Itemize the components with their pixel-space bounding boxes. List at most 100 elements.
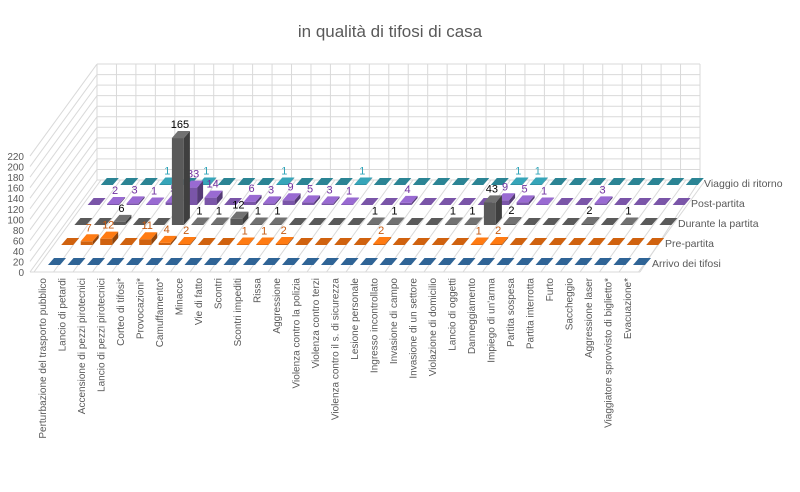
bar [600,218,619,225]
y-tick-label: 140 [7,194,24,205]
bar-top [48,258,66,265]
bar [646,238,665,245]
bar-side [203,217,210,225]
x-axis: Perturbazione del trasporto pubblico Lanc… [38,277,634,438]
bar-top [126,196,145,204]
bar-top [334,178,353,185]
series-viaggio-di-ritorno: 1 1 1 1 1 1 [100,165,704,185]
bar [308,218,327,225]
data-label: 1 [164,165,170,177]
y-tick-label: 60 [13,236,25,247]
bar: 2 [275,225,294,245]
bar [496,258,515,265]
floor-line [521,179,589,273]
bar-top [308,218,327,225]
bar-front [399,202,412,205]
bar [672,198,691,205]
bar-top [451,178,470,185]
bar-front [158,242,171,245]
bar: 2 [503,205,522,225]
bar [535,258,554,265]
bar-top [418,258,437,265]
bar [321,258,339,265]
bar-top [107,196,126,204]
bar [217,238,236,245]
data-label: 3 [327,184,333,196]
bar: 1 [536,185,555,205]
bar-top [132,218,151,225]
bar-side [216,190,223,205]
bar-front [529,184,542,185]
x-tick-label: Invasione di un settore [409,278,420,379]
bar: 1 [341,185,360,205]
bar-front [263,203,276,205]
bar-top [327,218,346,225]
data-label: 165 [171,119,189,131]
data-label: 3 [600,184,606,196]
bar: 2 [581,205,600,225]
bar: 12 [230,200,249,225]
y-tick-label: 220 [7,152,24,163]
data-label: 9 [502,181,508,193]
bar-front [256,244,269,245]
bar-front [321,203,334,205]
bar-front [620,224,633,225]
bar: 1 [256,225,275,245]
bar-top [614,198,633,205]
bar [295,238,314,245]
bar [67,258,86,265]
bar-top [126,258,144,265]
x-tick-label: Accensione di pezzi pirotecnici [77,278,88,414]
bar-front [165,202,178,205]
gridline [29,84,98,178]
x-tick-label: Impiego di un'arma [487,278,498,363]
bar-top [146,197,165,205]
floor-line [482,179,550,273]
floor-line [228,179,297,273]
data-label: 1 [372,205,378,217]
bar-top [535,258,554,265]
bar [594,258,612,265]
y-tick-label: 160 [7,184,24,195]
bar-top [302,195,321,203]
floor-line [248,179,316,273]
bar [301,258,320,265]
bar-side [548,197,555,205]
x-tick-label: Invasione di campo [389,278,400,365]
bar-top [457,258,476,265]
bar-top [412,178,431,185]
bar-top [399,195,418,203]
bar-top [282,193,301,201]
bar: 1 [354,165,373,185]
bar-top [438,258,456,265]
floor-line [423,179,492,273]
bar [555,258,573,265]
bar [633,258,651,265]
bar-top [646,238,665,245]
bar-top [171,131,190,139]
bar: 1 [146,185,165,205]
bar [412,178,431,185]
floor-line [345,179,414,273]
series-label: Durante la partita [678,218,759,230]
bar-front [594,203,607,205]
bar-top [106,258,125,265]
bar-top [568,178,587,185]
floor-line [560,179,628,273]
bar [516,258,534,265]
bar [568,178,587,185]
bar-front [275,243,288,245]
bar [204,258,222,265]
bar-front [354,184,367,185]
bar-top [301,258,320,265]
bar-front [276,184,289,185]
bar [120,178,139,185]
bar-front [139,239,152,245]
bar-top [87,198,106,205]
bar-front [510,184,523,185]
bar-side [333,196,340,205]
bar-top [379,258,398,265]
data-label: 1 [255,205,261,217]
data-label: 1 [196,205,202,217]
